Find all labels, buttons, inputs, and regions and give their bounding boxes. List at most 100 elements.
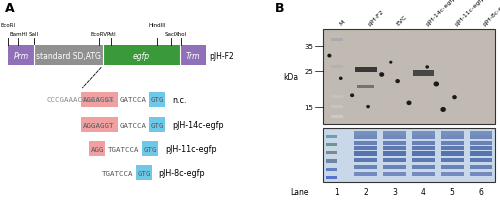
Text: Lane: Lane bbox=[290, 188, 309, 196]
Bar bbox=[412, 158, 435, 163]
Bar bbox=[150, 117, 166, 132]
Bar bbox=[142, 142, 158, 156]
Bar bbox=[354, 132, 377, 135]
Text: kDa: kDa bbox=[283, 73, 298, 81]
Bar bbox=[441, 165, 464, 169]
Bar bbox=[326, 135, 337, 138]
Bar bbox=[441, 172, 464, 176]
Text: EcoRV: EcoRV bbox=[90, 32, 108, 37]
Bar bbox=[412, 152, 435, 156]
Circle shape bbox=[340, 78, 342, 80]
Bar bbox=[326, 160, 337, 163]
Text: 6: 6 bbox=[478, 188, 484, 196]
Text: n.c.: n.c. bbox=[172, 96, 186, 104]
Bar bbox=[354, 172, 377, 176]
Bar bbox=[383, 165, 406, 169]
Bar bbox=[383, 146, 406, 151]
Bar bbox=[80, 117, 118, 132]
Bar bbox=[470, 146, 492, 151]
Bar bbox=[330, 106, 343, 109]
Text: GATCCA: GATCCA bbox=[120, 122, 147, 128]
Bar bbox=[383, 152, 406, 156]
Bar bbox=[330, 66, 343, 68]
Text: 15: 15 bbox=[304, 104, 314, 110]
Circle shape bbox=[396, 80, 399, 83]
Bar bbox=[441, 141, 464, 145]
Text: GTG: GTG bbox=[150, 97, 164, 103]
Text: 25: 25 bbox=[304, 68, 314, 74]
Text: EVC: EVC bbox=[396, 15, 408, 27]
Text: GTG: GTG bbox=[150, 122, 164, 128]
Bar bbox=[354, 158, 377, 163]
Text: 4: 4 bbox=[421, 188, 426, 196]
Circle shape bbox=[380, 74, 384, 77]
Text: GATCCA: GATCCA bbox=[120, 97, 147, 103]
Bar bbox=[412, 172, 435, 176]
Bar bbox=[103, 46, 180, 66]
Text: 1: 1 bbox=[334, 188, 340, 196]
Text: CCCGAAACCAACGAA: CCCGAAACCAACGAA bbox=[47, 97, 114, 103]
Bar bbox=[326, 152, 337, 155]
Bar bbox=[330, 82, 343, 85]
Text: 3: 3 bbox=[392, 188, 397, 196]
Bar bbox=[354, 165, 377, 169]
Bar bbox=[322, 128, 496, 182]
Bar bbox=[354, 141, 377, 145]
Bar bbox=[470, 172, 492, 176]
Text: pJH-14c-egfp: pJH-14c-egfp bbox=[172, 121, 224, 129]
Circle shape bbox=[407, 102, 411, 105]
Text: Prm: Prm bbox=[14, 52, 28, 60]
Bar bbox=[470, 158, 492, 163]
Text: pJH-11c-egfp: pJH-11c-egfp bbox=[165, 145, 216, 153]
Text: AGGAGGT: AGGAGGT bbox=[84, 97, 115, 103]
Bar bbox=[470, 136, 492, 140]
Bar bbox=[441, 136, 464, 140]
Bar bbox=[412, 165, 435, 169]
Bar bbox=[441, 132, 464, 135]
Bar bbox=[412, 146, 435, 151]
Bar bbox=[90, 142, 105, 156]
Bar bbox=[354, 136, 377, 140]
Bar bbox=[357, 85, 374, 89]
Text: SalI: SalI bbox=[29, 32, 39, 37]
Circle shape bbox=[434, 83, 438, 86]
Text: pJH-8c-egfp: pJH-8c-egfp bbox=[482, 0, 500, 27]
Bar bbox=[441, 146, 464, 151]
Circle shape bbox=[367, 106, 369, 108]
Text: pJH-8c-egfp: pJH-8c-egfp bbox=[158, 169, 206, 177]
Bar bbox=[441, 152, 464, 156]
Text: TGATCCA: TGATCCA bbox=[108, 146, 140, 152]
Bar bbox=[383, 158, 406, 163]
Bar bbox=[136, 166, 152, 180]
Text: pJH-F2: pJH-F2 bbox=[367, 9, 385, 27]
Text: GTG: GTG bbox=[144, 146, 157, 152]
Text: pJH-14c-egfp: pJH-14c-egfp bbox=[424, 0, 456, 27]
Bar bbox=[8, 46, 34, 66]
Circle shape bbox=[426, 67, 428, 69]
Text: Trm: Trm bbox=[186, 52, 200, 60]
Bar bbox=[412, 132, 435, 135]
Text: EcoRI: EcoRI bbox=[0, 23, 15, 28]
Bar bbox=[326, 176, 337, 179]
Bar bbox=[470, 141, 492, 145]
Bar bbox=[330, 39, 343, 41]
Bar bbox=[383, 172, 406, 176]
Text: 35: 35 bbox=[304, 44, 314, 50]
Bar bbox=[180, 46, 206, 66]
Bar bbox=[150, 92, 166, 108]
Text: HindIII: HindIII bbox=[148, 23, 166, 28]
Text: AGG: AGG bbox=[90, 146, 104, 152]
Bar bbox=[80, 92, 118, 108]
Circle shape bbox=[351, 95, 354, 97]
Circle shape bbox=[453, 96, 456, 99]
Text: PstI: PstI bbox=[106, 32, 116, 37]
Text: GTG: GTG bbox=[138, 170, 151, 176]
Bar bbox=[326, 143, 337, 147]
Circle shape bbox=[390, 62, 392, 64]
Bar bbox=[330, 116, 343, 119]
Bar bbox=[470, 152, 492, 156]
Text: AGGAGGT: AGGAGGT bbox=[84, 122, 115, 128]
Text: 2: 2 bbox=[364, 188, 368, 196]
Text: pJH-F2: pJH-F2 bbox=[209, 52, 234, 60]
Bar bbox=[383, 136, 406, 140]
